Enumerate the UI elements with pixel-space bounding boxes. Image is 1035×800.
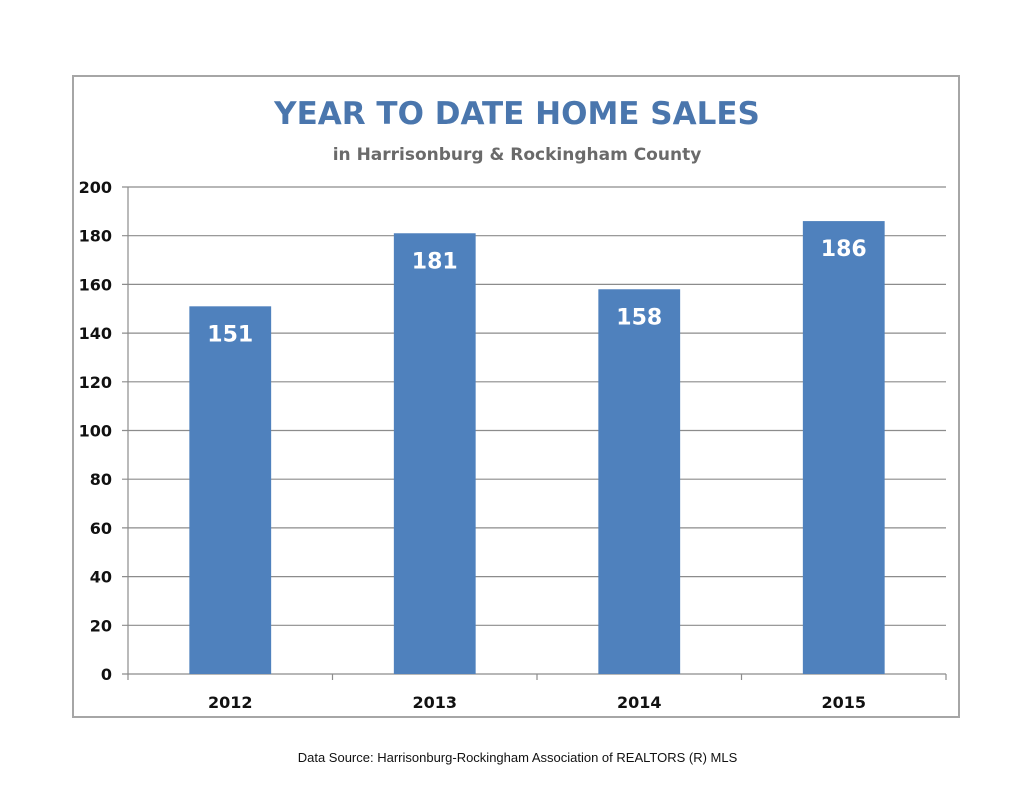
chart-title: YEAR TO DATE HOME SALES <box>273 96 760 132</box>
data-labels: 151 181 158 186 <box>207 237 866 347</box>
x-axis-ticks: 2012 2013 2014 2015 <box>208 693 866 712</box>
bars <box>189 221 885 674</box>
y-tick-label: 80 <box>90 470 112 489</box>
data-source-note: Data Source: Harrisonburg-Rockingham Ass… <box>297 750 738 765</box>
data-label-2014: 158 <box>616 305 662 330</box>
bar-2012 <box>189 306 272 674</box>
x-tick-label: 2015 <box>821 693 866 712</box>
chart-subtitle: in Harrisonburg & Rockingham County <box>333 145 702 165</box>
data-label-2012: 151 <box>207 322 253 347</box>
y-tick-label: 20 <box>90 616 112 635</box>
bar-2014 <box>598 289 681 674</box>
y-tick-label: 200 <box>79 178 112 197</box>
bar-2013 <box>393 233 476 674</box>
y-tick-label: 100 <box>79 422 112 441</box>
y-axis-ticks: 0 20 40 60 80 100 120 140 160 180 200 <box>79 178 112 684</box>
data-label-2013: 181 <box>412 249 458 274</box>
y-tick-label: 60 <box>90 519 112 538</box>
x-tick-label: 2014 <box>617 693 662 712</box>
y-tick-label: 40 <box>90 568 112 587</box>
y-tick-label: 160 <box>79 275 112 294</box>
data-label-2015: 186 <box>821 237 867 262</box>
x-tick-label: 2012 <box>208 693 253 712</box>
y-tick-label: 120 <box>79 373 112 392</box>
y-tick-label: 140 <box>79 324 112 343</box>
y-tick-label: 180 <box>79 227 112 246</box>
x-tick-label: 2013 <box>412 693 457 712</box>
bar-2015 <box>802 221 885 674</box>
y-tick-label: 0 <box>101 665 112 684</box>
